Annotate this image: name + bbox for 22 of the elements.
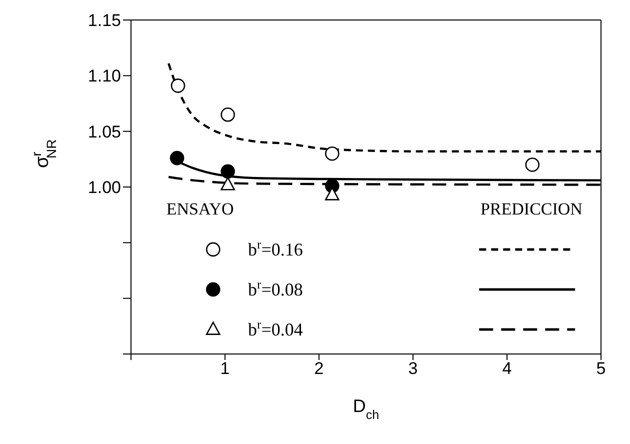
point: [170, 78, 186, 93]
point: [170, 150, 184, 166]
y-tick-label: 1.00: [88, 178, 121, 198]
legend-label: b$^{r}$=0.08: [248, 277, 303, 300]
x-axis-title: D$_{ch}$: [352, 396, 380, 422]
x-tick-label: 4: [502, 359, 512, 378]
x-tick-label: 3: [408, 359, 418, 378]
point: [325, 146, 340, 161]
y-tick-label: 1.15: [88, 11, 121, 30]
point: [220, 176, 235, 190]
x-tick-label: 1: [220, 359, 230, 378]
point: [220, 164, 235, 179]
x-tick-label: 2: [314, 359, 324, 378]
y-tick-label: 1.05: [88, 122, 121, 142]
legend-label: b$^{r}$=0.04: [248, 317, 303, 340]
x-tick-label: 5: [596, 359, 606, 378]
point: [525, 158, 540, 172]
y-tick-label: 1.10: [88, 66, 121, 86]
point: [220, 107, 235, 122]
annotation: ENSAYO: [166, 199, 234, 218]
legend-label: b$^{r}$=0.16: [248, 237, 303, 260]
annotation: PREDICCION: [480, 199, 582, 218]
